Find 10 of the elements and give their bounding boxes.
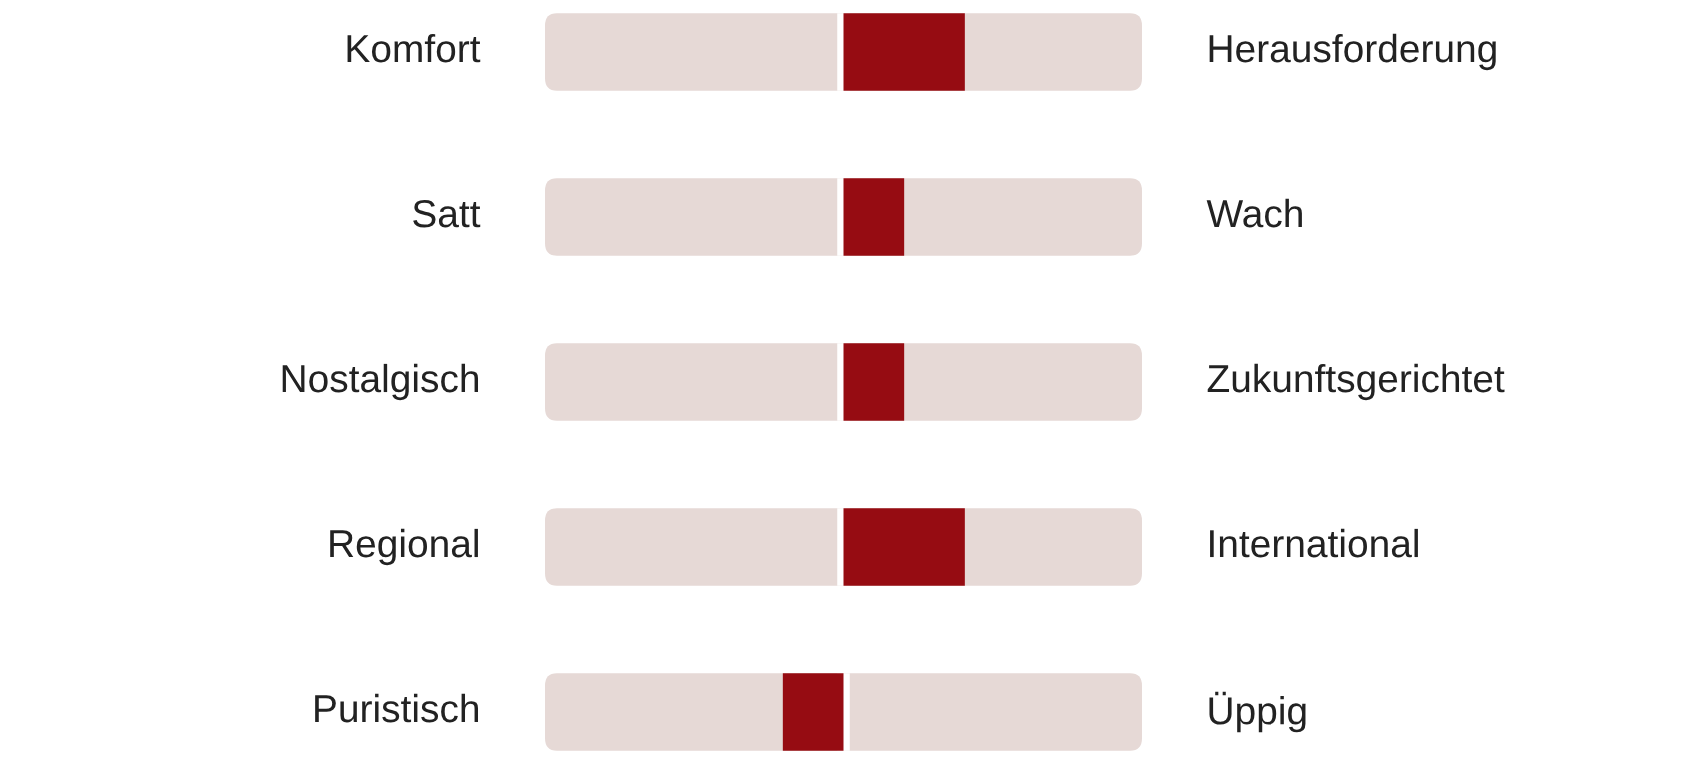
y-tick-label: Satt xyxy=(413,199,481,228)
y2-tick-label: Zukunftsgerichtet xyxy=(1207,363,1505,401)
y-tick-label: Nostalgisch xyxy=(282,363,479,401)
y-tick-label: Regional xyxy=(330,528,478,566)
y2-tick-label: Wach xyxy=(1206,198,1302,228)
y-tick-label: Puristisch xyxy=(315,693,478,723)
y2-tick-label: Herausforderung xyxy=(1209,33,1496,71)
y2-tick-label: International xyxy=(1210,528,1418,558)
y-tick-label: Komfort xyxy=(347,33,481,63)
y2-tick-label: Üppig xyxy=(1209,691,1306,733)
